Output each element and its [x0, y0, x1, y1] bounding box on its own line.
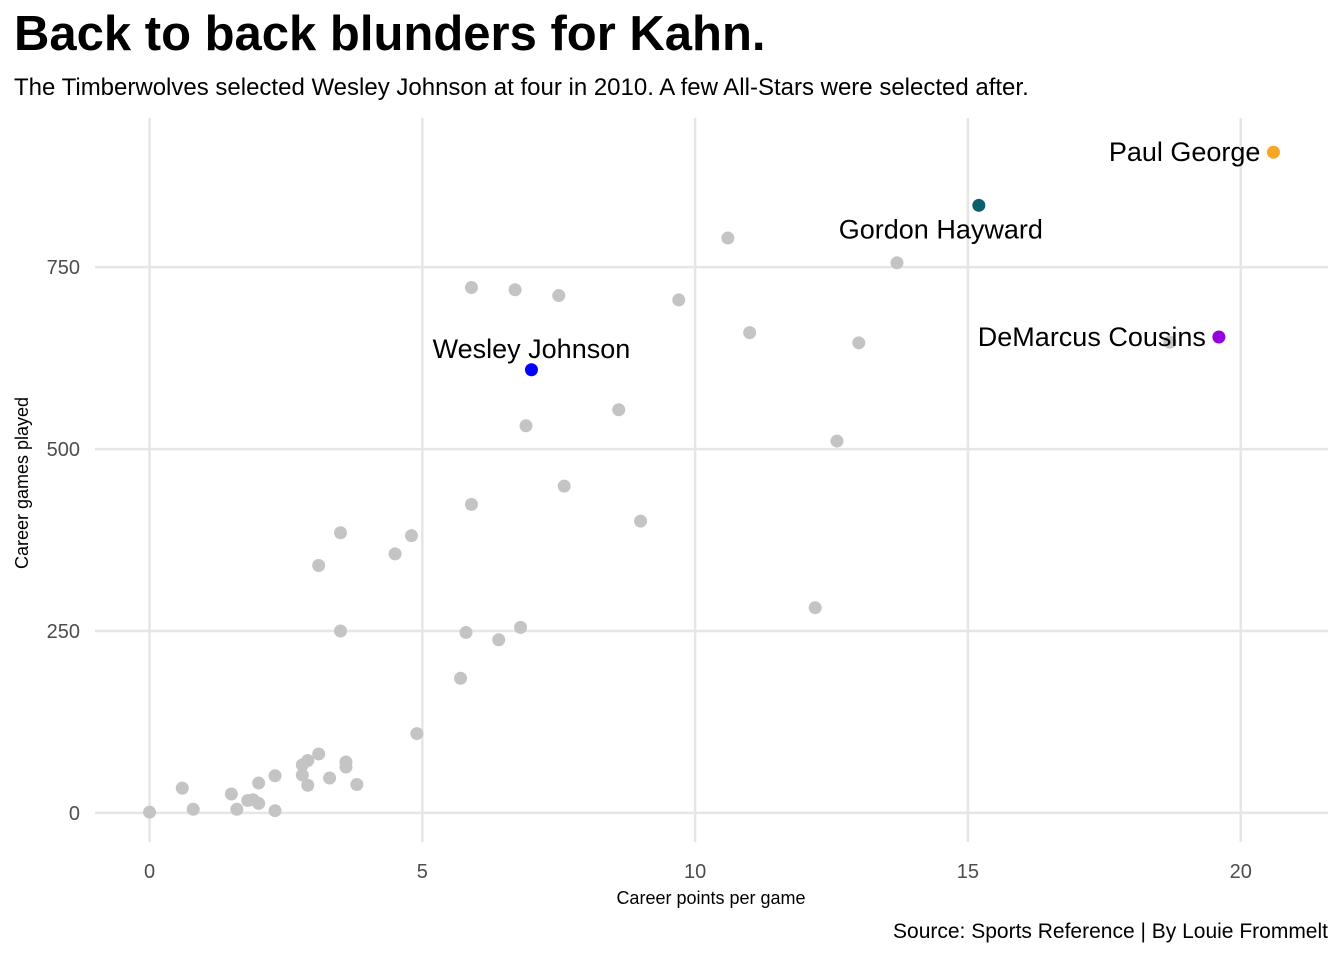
highlight-label: Wesley Johnson [433, 334, 631, 364]
x-tick-label: 15 [957, 861, 979, 883]
highlight-label: Gordon Hayward [839, 214, 1043, 244]
data-point [404, 529, 418, 543]
y-tick-label: 250 [47, 621, 80, 643]
x-axis-title: Career points per game [616, 888, 805, 908]
data-point [743, 326, 757, 340]
data-point [410, 727, 424, 741]
source-caption: Source: Sports Reference | By Louie From… [893, 920, 1328, 943]
data-point [830, 434, 844, 448]
data-point [334, 624, 348, 638]
point-labels: Wesley Johnson Gordon Hayward DeMarcus Cou… [433, 137, 1261, 364]
data-point [301, 778, 315, 792]
highlight-label: Paul George [1109, 137, 1261, 167]
data-point [721, 231, 735, 245]
data-points [143, 145, 1280, 819]
x-tick-label: 10 [684, 861, 706, 883]
data-point [508, 283, 522, 297]
chart-title: Back to back blunders for Kahn. [14, 7, 766, 61]
data-point [454, 671, 468, 685]
data-point [268, 804, 282, 818]
data-point [388, 547, 402, 561]
data-point [186, 802, 200, 816]
data-point [464, 281, 478, 295]
data-point [230, 802, 244, 816]
highlight-point [524, 363, 538, 377]
data-point [312, 747, 326, 761]
x-tick-label: 0 [144, 861, 155, 883]
data-point [301, 754, 315, 768]
data-point [323, 771, 337, 785]
y-tick-label: 500 [47, 439, 80, 461]
data-point [143, 805, 157, 819]
data-point [224, 787, 238, 801]
grid-lines [95, 118, 1328, 842]
data-point [339, 760, 353, 774]
data-point [634, 514, 648, 528]
data-point [557, 479, 571, 493]
data-point [672, 293, 686, 307]
data-point [519, 419, 533, 433]
data-point [852, 336, 866, 350]
data-point [552, 289, 566, 303]
data-point [268, 769, 282, 783]
data-point [492, 633, 506, 647]
highlight-point [1266, 145, 1280, 159]
data-point [514, 620, 528, 634]
data-point [1163, 335, 1177, 349]
data-point [808, 601, 822, 615]
x-tick-label: 20 [1230, 861, 1252, 883]
data-point [612, 403, 626, 417]
y-tick-label: 750 [47, 257, 80, 279]
data-point [175, 781, 189, 795]
data-point [312, 558, 326, 572]
y-tick-label: 0 [69, 803, 80, 825]
data-point [252, 796, 266, 810]
axis-ticks: 0 5 10 15 20 0 250 500 750 [47, 257, 1252, 883]
y-axis-title: Career games played [12, 397, 32, 569]
data-point [350, 778, 364, 792]
highlight-point [972, 198, 986, 212]
data-point [464, 497, 478, 511]
chart-subtitle: The Timberwolves selected Wesley Johnson… [14, 74, 1029, 101]
data-point [334, 526, 348, 540]
x-tick-label: 5 [417, 861, 428, 883]
data-point [295, 768, 309, 782]
data-point [890, 256, 904, 270]
highlight-label: DeMarcus Cousins [978, 322, 1206, 352]
data-point [459, 625, 473, 639]
data-point [252, 776, 266, 790]
highlight-point [1212, 330, 1226, 344]
